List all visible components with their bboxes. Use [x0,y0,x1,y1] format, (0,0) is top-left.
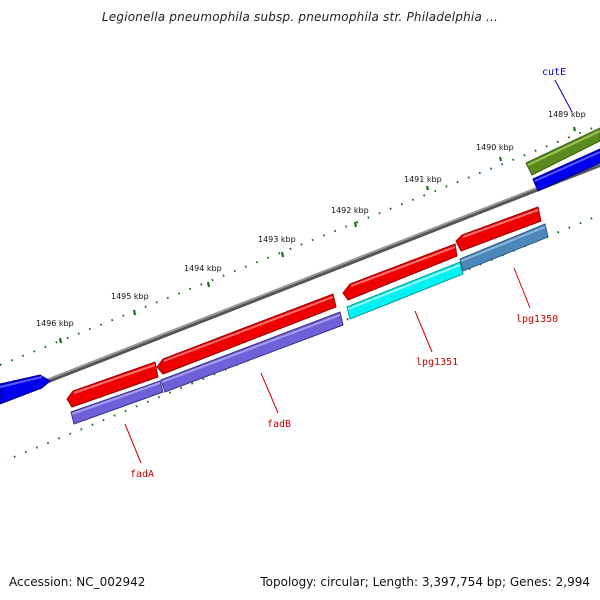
gene-label-cute: cutE [542,67,566,78]
gene-label-lpg1350: lpg1350 [516,314,558,325]
feature-fada-purple [70,380,164,425]
leader-line-fadb [260,372,279,414]
kbp-label-1496: 1496 kbp [36,319,74,328]
feature-lpg1351-red-highlight [350,246,456,287]
kbp-label-1494: 1494 kbp [184,264,222,273]
kbp-label-1489: 1489 kbp [548,110,586,119]
major-ticks [58,126,577,344]
map-title: Legionella pneumophila subsp. pneumophil… [101,10,499,24]
accession-label: Accession: NC_002942 [9,575,146,589]
leader-line-lpg1351 [414,310,433,353]
gene-label-fada: fadA [130,469,154,480]
leader-line-cute [554,79,573,113]
feature-lpg1350-red-highlight [462,209,539,238]
kbp-label-1493: 1493 kbp [258,235,296,244]
feature-blue-left [0,374,51,405]
leader-line-lpg1350 [513,267,531,309]
feature-fadb-red-highlight [163,296,334,362]
feature-fadb-red [156,293,337,375]
backbone-shadow [0,163,600,402]
feature-blue-left-highlight [0,376,43,388]
gene-label-fadb: fadB [267,419,291,430]
feature-lpg1350-steel-highlight [460,226,546,262]
feature-lpg1350-red [455,206,542,252]
gene-label-lpg1351: lpg1351 [416,357,458,368]
kbp-label-1492: 1492 kbp [331,206,369,215]
feature-fada-purple-highlight [71,382,161,415]
feature-fada-red [66,361,159,408]
kbp-label-1495: 1495 kbp [111,292,149,301]
feature-fada-red-highlight [73,364,156,394]
feature-fadb-purple-highlight [161,314,341,383]
kbp-label-1490: 1490 kbp [476,143,514,152]
kbp-label-1491: 1491 kbp [404,175,442,184]
topology-summary: Topology: circular; Length: 3,397,754 bp… [260,575,590,589]
feature-blue-forward-highlight [534,151,600,182]
leader-line-fada [124,423,142,464]
feature-lpg1351-cyan-highlight [347,264,461,310]
backbone [0,162,600,399]
feature-cute-olive-highlight [527,130,600,166]
